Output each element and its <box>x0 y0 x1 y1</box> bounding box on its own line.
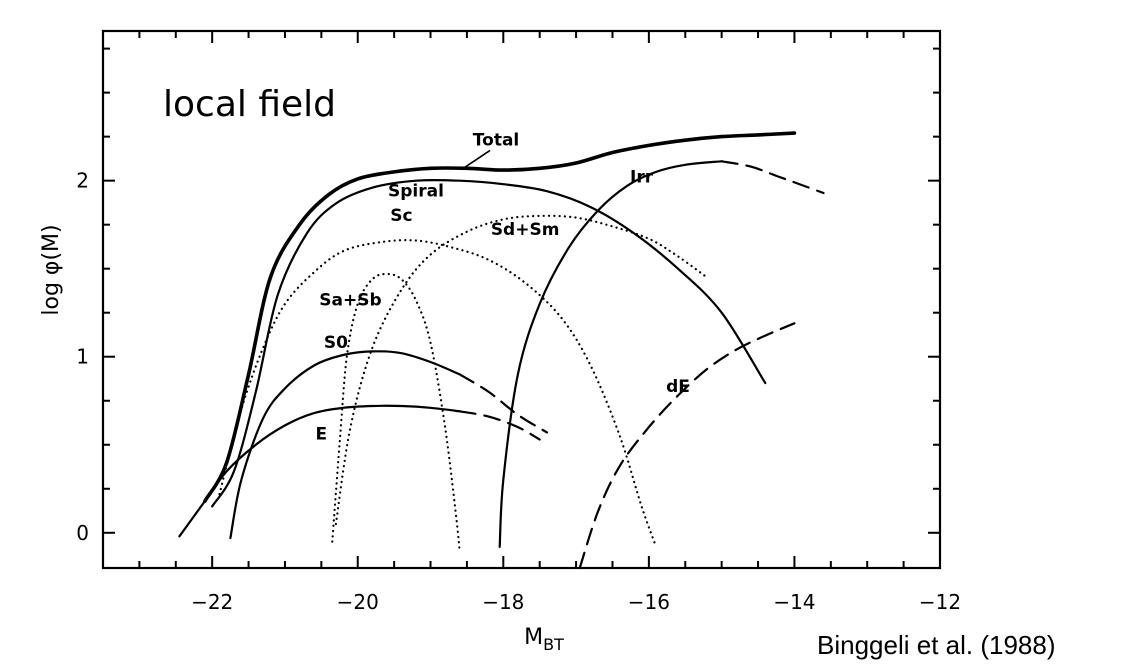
x-axis-label: MBT <box>524 625 564 654</box>
curve-labels: Total Spiral Sc Sd+Sm Sa+Sb S0 E Irr dE <box>316 130 690 444</box>
label-sa-sb: Sa+Sb <box>319 291 381 311</box>
x-tick-label: −22 <box>191 590 233 614</box>
curve-e-tail <box>458 410 541 441</box>
x-tick-label: −18 <box>482 590 524 614</box>
x-axis-label-main: M <box>524 625 543 650</box>
x-tick-label: −16 <box>628 590 670 614</box>
curve-irr-tail <box>720 160 825 195</box>
x-tick-label: −14 <box>773 590 815 614</box>
label-sc: Sc <box>390 206 412 226</box>
x-tick-label: −12 <box>919 590 961 614</box>
label-total: Total <box>473 130 519 150</box>
curve-irr <box>498 160 723 548</box>
y-tick-label: 1 <box>76 345 89 369</box>
label-sd-sm: Sd+Sm <box>491 220 560 240</box>
y-tick-label: 0 <box>76 521 89 545</box>
curve-sa-sb <box>331 272 461 552</box>
annotation-local-field: local field <box>163 84 336 125</box>
label-de: dE <box>666 377 690 397</box>
y-tick-label: 2 <box>76 169 89 193</box>
plot-frame <box>101 29 942 570</box>
curve-sc <box>218 239 658 548</box>
x-tick-label: −20 <box>337 590 379 614</box>
curves <box>178 131 825 570</box>
label-irr: Irr <box>630 167 654 187</box>
x-axis-label-subscript: BT <box>543 635 564 654</box>
total-leader-line <box>462 149 491 169</box>
label-spiral: Spiral <box>388 182 444 202</box>
curve-sd-sm <box>334 214 709 526</box>
label-s0: S0 <box>324 333 348 353</box>
y-axis-label: log φ(M) <box>39 224 64 315</box>
curve-spiral <box>211 178 767 508</box>
curve-de <box>578 322 796 570</box>
curve-s0-tail <box>458 373 549 434</box>
source-credit: Binggeli et al. (1988) <box>817 630 1056 660</box>
curve-s0 <box>229 350 461 540</box>
label-e: E <box>316 424 328 444</box>
curve-e <box>178 404 461 538</box>
curve-total <box>203 131 797 503</box>
axis-ticks: −22 −20 −18 −16 −14 −12 0 1 2 <box>76 31 961 614</box>
